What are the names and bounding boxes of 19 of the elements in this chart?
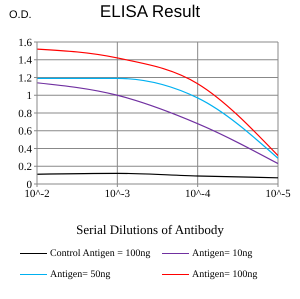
legend-label: Antigen= 100ng (192, 269, 258, 280)
chart-title: ELISA Result (100, 2, 200, 21)
x-tick-label: 10^-5 (265, 188, 292, 200)
x-axis-title: Serial Dilutions of Antibody (75, 222, 225, 238)
line-series (37, 48, 278, 156)
legend-label: Antigen= 50ng (50, 269, 110, 280)
y-tick-label: 0.6 (18, 126, 32, 138)
y-tick-label: 0.8 (18, 108, 32, 120)
x-tick-label: 10^-4 (185, 188, 211, 200)
legend-label: Control Antigen = 100ng (50, 248, 150, 259)
y-axis-title: O.D. (9, 9, 32, 21)
legend-label: Antigen= 10ng (192, 248, 252, 259)
y-tick-label: 1 (26, 90, 32, 102)
y-tick-label: 1.4 (18, 54, 32, 67)
y-tick-label: 0.2 (18, 161, 32, 174)
x-tick-label: 10^-3 (104, 188, 130, 200)
y-tick-label: 1.2 (18, 72, 32, 84)
y-tick-label: 1.6 (18, 36, 32, 49)
y-tick-label: 0.4 (18, 143, 32, 156)
